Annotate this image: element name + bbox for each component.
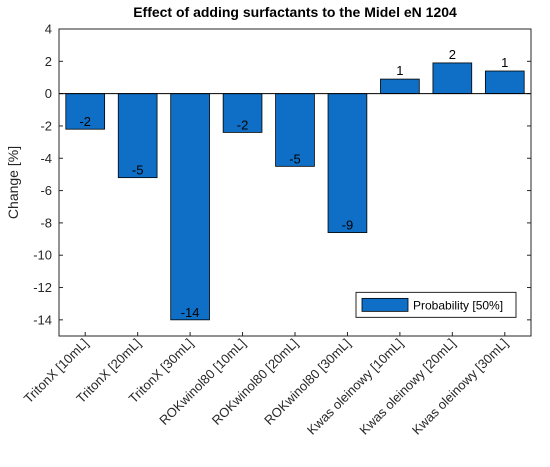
bars-group xyxy=(65,62,525,321)
legend: Probability [50%] xyxy=(355,291,517,318)
bar xyxy=(380,78,420,95)
bar xyxy=(327,93,368,233)
y-tick-label: 4 xyxy=(45,22,52,37)
x-tick-label: ROKwinol80 [30mL] xyxy=(261,336,353,428)
data-label: 1 xyxy=(501,55,508,70)
x-tick-label: ROKwinol80 [20mL] xyxy=(209,336,301,428)
y-tick-label: -4 xyxy=(40,151,52,166)
y-tick-label: -6 xyxy=(40,183,52,198)
data-label: -5 xyxy=(132,163,144,178)
data-label: -9 xyxy=(342,218,354,233)
bar xyxy=(170,93,210,321)
data-label: -14 xyxy=(181,305,200,320)
data-labels-group: -2 -5 -14 -2 -5 -9 1 2 1 xyxy=(79,47,508,320)
y-tick-label: 0 xyxy=(45,86,52,101)
x-tick-label: Kwas oleinowy [10mL] xyxy=(304,336,406,438)
y-tick-label: -14 xyxy=(33,312,52,327)
x-tick-label: Kwas oleinowy [20mL] xyxy=(356,336,458,438)
data-label: 1 xyxy=(396,63,403,78)
x-ticks-group: TritonX [10mL]TritonX [20mL]TritonX [30m… xyxy=(21,332,511,438)
y-tick-label: -8 xyxy=(40,215,52,230)
chart-title: Effect of adding surfactants to the Mide… xyxy=(133,4,457,20)
bar xyxy=(275,93,315,167)
data-label: -2 xyxy=(79,114,91,129)
x-tick-label: Kwas oleinowy [30mL] xyxy=(409,336,511,438)
bar xyxy=(432,62,473,95)
bar xyxy=(484,70,525,95)
legend-entry: Probability [50%] xyxy=(413,298,503,312)
y-tick-label: 2 xyxy=(45,54,52,69)
y-tick-label: -12 xyxy=(33,280,52,295)
x-tick-label: ROKwinol80 [10mL] xyxy=(156,336,248,428)
data-label: 2 xyxy=(449,47,456,62)
legend-swatch xyxy=(361,297,409,312)
bar xyxy=(117,93,158,179)
y-tick-label: -10 xyxy=(33,248,52,263)
y-axis-label: Change [%] xyxy=(5,146,21,219)
plot-frame xyxy=(58,28,532,337)
bar xyxy=(65,93,106,130)
y-tick-label: -2 xyxy=(40,118,52,133)
data-label: -5 xyxy=(289,151,301,166)
data-label: -2 xyxy=(237,117,249,132)
